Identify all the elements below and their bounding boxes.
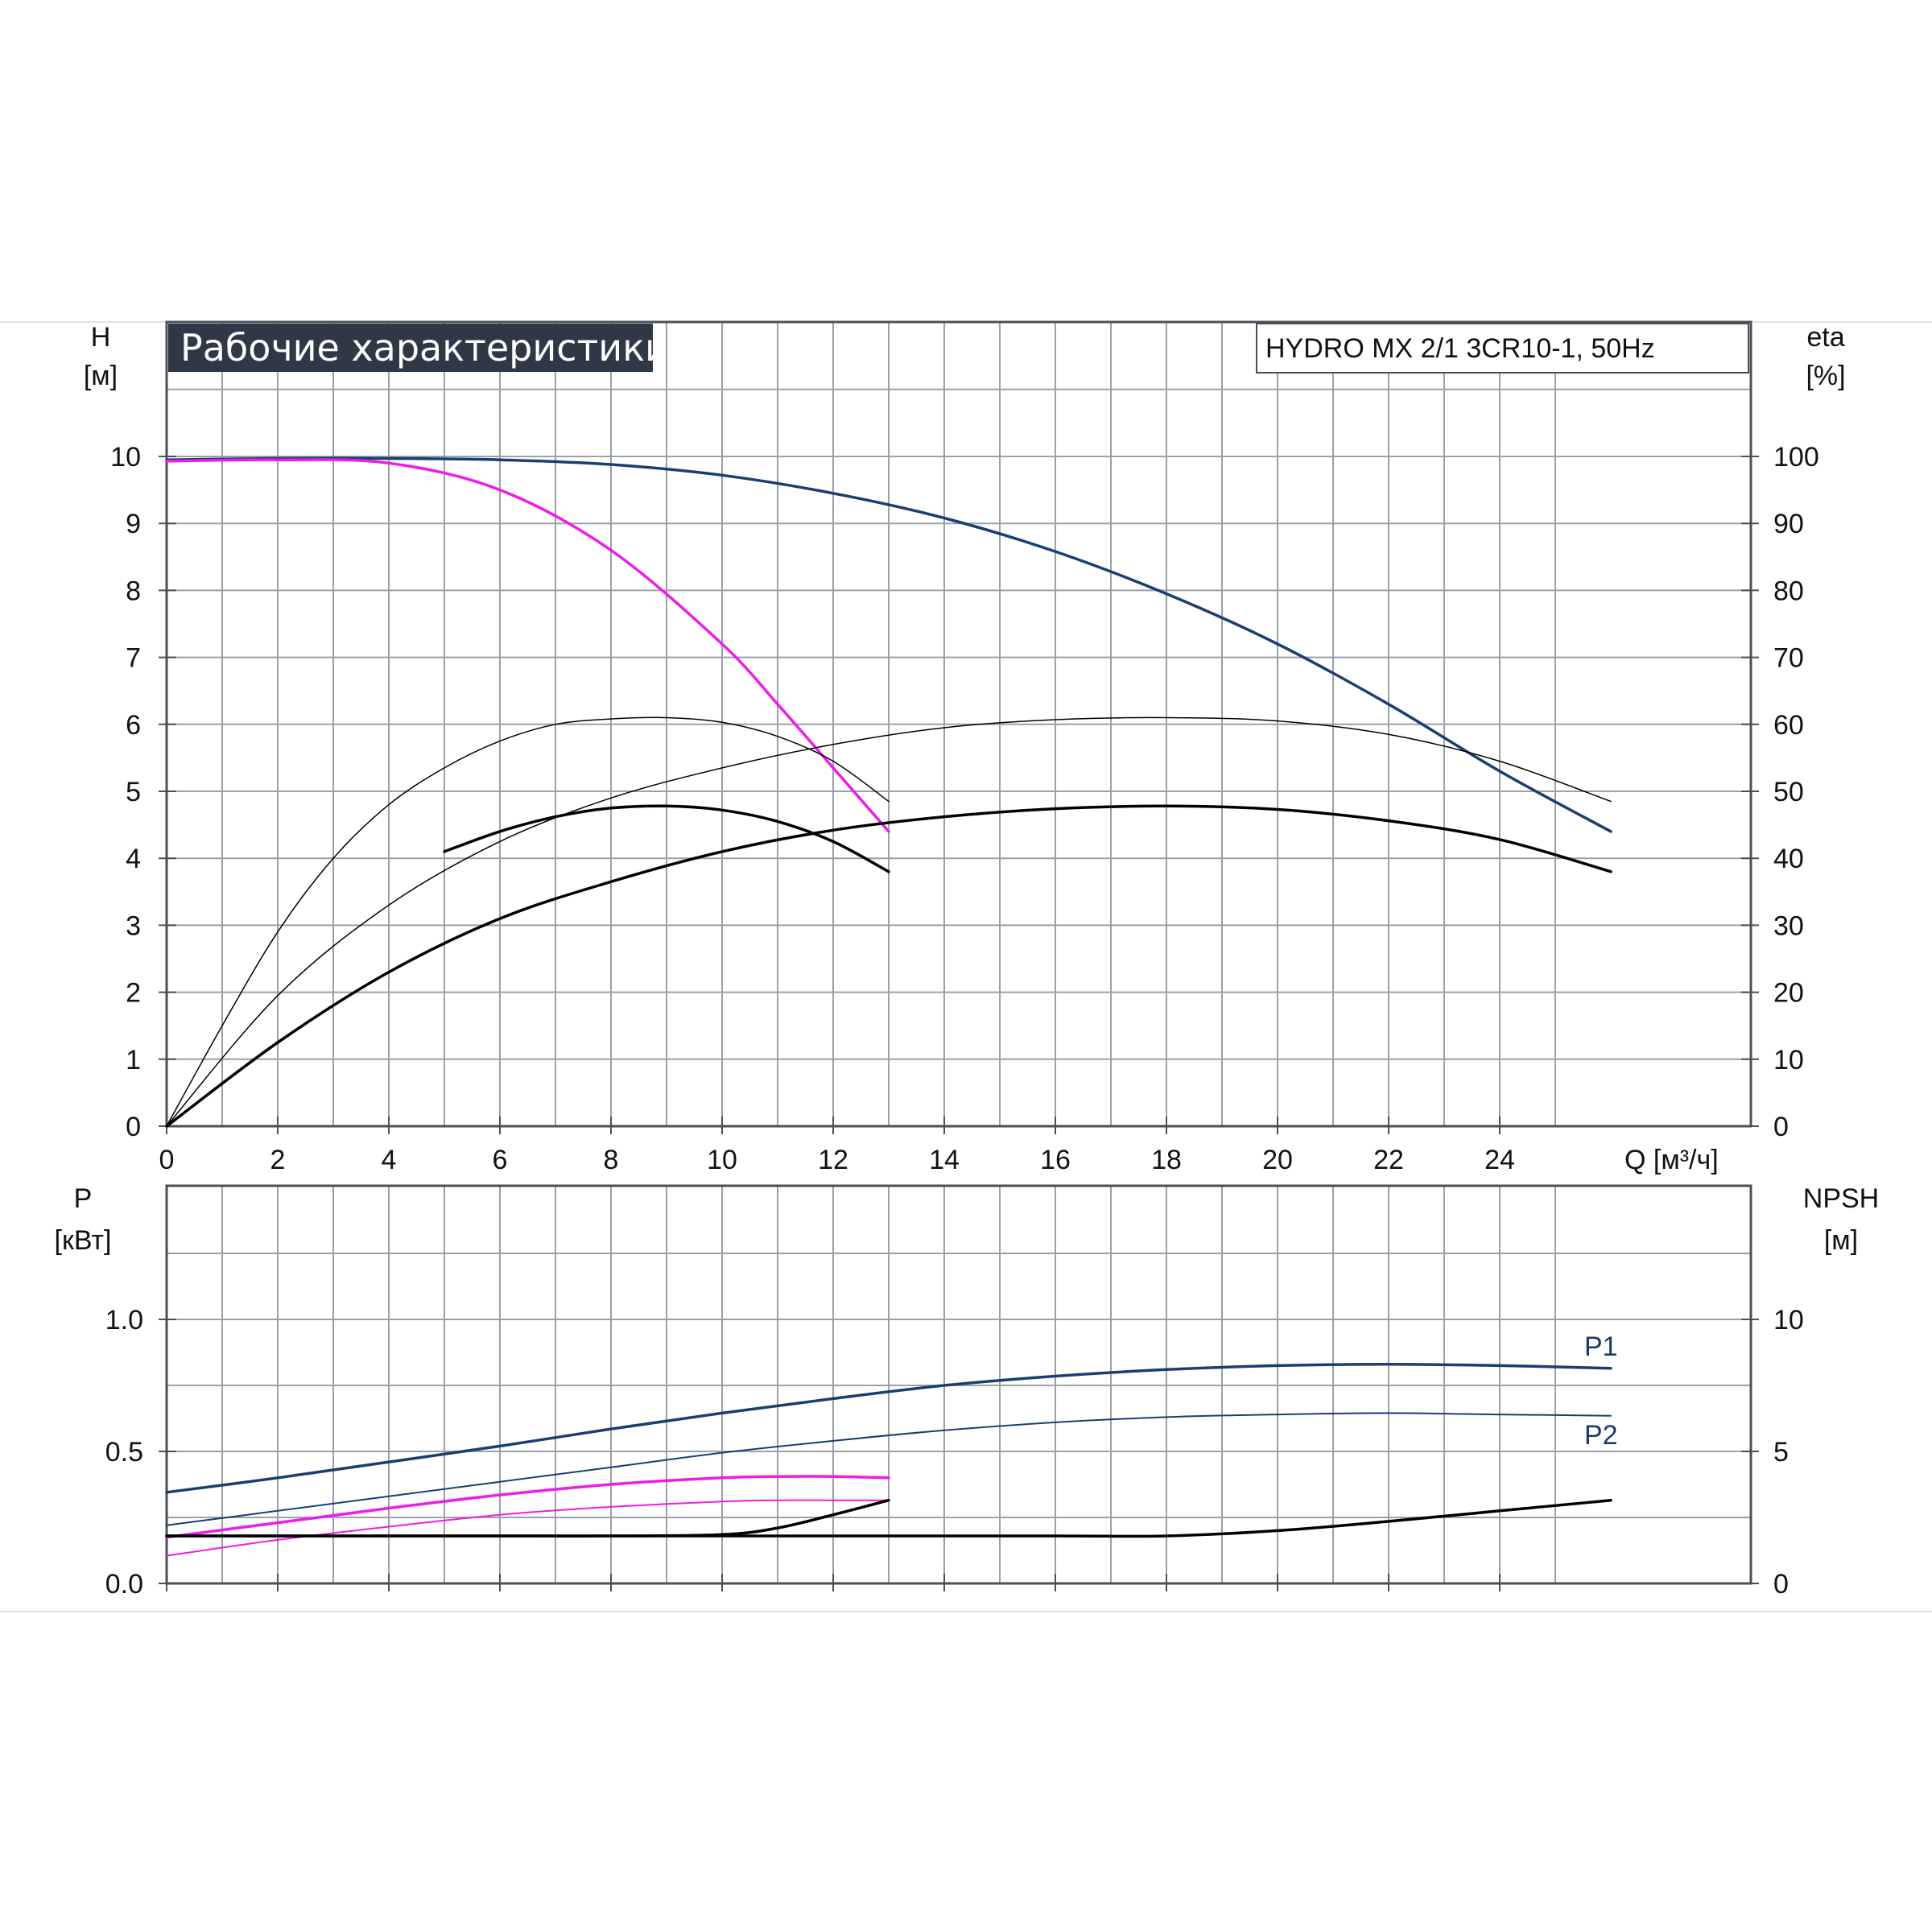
y-axis-unit: [м] (84, 361, 118, 391)
x-axis-label: Q [м³/ч] (1624, 1145, 1719, 1175)
y-tick-label: 7 (126, 643, 141, 674)
x-tick-label: 14 (929, 1145, 960, 1175)
y2-axis-label: eta (1806, 322, 1844, 353)
p-axis-unit: [кВт] (55, 1225, 112, 1256)
x-tick-label: 8 (604, 1145, 619, 1175)
p-tick-label: 0.5 (105, 1437, 143, 1468)
y2-tick-label: 50 (1773, 777, 1804, 807)
y2-tick-label: 80 (1773, 576, 1804, 606)
x-tick-label: 6 (493, 1145, 508, 1175)
y2-tick-label: 100 (1773, 442, 1819, 473)
npsh-tick-label: 0 (1773, 1569, 1789, 1600)
y-axis-ticks: 0 1 2 3 4 5 6 7 8 9 10 (110, 442, 176, 1142)
npsh-axis-unit: [м] (1824, 1225, 1858, 1256)
series-label-p1: P1 (1584, 1331, 1618, 1362)
y2-axis-ticks: 0 10 20 30 40 50 60 70 80 90 100 (1741, 442, 1819, 1142)
y2-tick-label: 40 (1773, 844, 1804, 874)
bottom-series (165, 1363, 1612, 1557)
x-tick-label: 2 (270, 1145, 286, 1175)
y2-tick-label: 70 (1773, 643, 1804, 674)
y-tick-label: 9 (126, 509, 141, 539)
chart-title: Рабочие характеристики (180, 326, 669, 369)
bottom-grid (166, 1186, 1751, 1591)
y-tick-label: 0 (126, 1112, 141, 1142)
x-axis-ticks: 0 2 4 6 8 10 12 14 16 18 20 22 24 (159, 1117, 1515, 1175)
power-series-line-3 (165, 1475, 890, 1539)
y2-tick-label: 90 (1773, 509, 1804, 539)
npsh-axis-ticks: 0 5 10 (1741, 1305, 1804, 1600)
y-tick-label: 3 (126, 910, 141, 941)
x-tick-label: 12 (818, 1145, 848, 1175)
head-eff-series-line-5 (166, 716, 1612, 1127)
y2-tick-label: 20 (1773, 978, 1804, 1009)
title-banner (168, 324, 653, 372)
x-tick-label: 16 (1040, 1145, 1071, 1175)
y2-tick-label: 10 (1773, 1045, 1804, 1075)
p-tick-label: 0.0 (105, 1569, 143, 1600)
y-tick-label: 2 (126, 978, 141, 1009)
y-tick-label: 8 (126, 576, 141, 606)
p-tick-label: 1.0 (105, 1305, 143, 1335)
power-series-line-p1 (165, 1363, 1612, 1494)
y2-tick-label: 60 (1773, 710, 1804, 741)
x-tick-label: 10 (707, 1145, 737, 1175)
y2-axis-unit: [%] (1806, 361, 1845, 391)
y-tick-label: 4 (126, 844, 141, 874)
bottom-plot-frame (165, 1184, 1752, 1585)
head-eff-series-line-3 (166, 716, 890, 1127)
model-label: HYDRO MX 2/1 3CR10-1, 50Hz (1265, 333, 1655, 364)
top-grid (167, 322, 1751, 1126)
y-tick-label: 5 (126, 777, 141, 807)
y-tick-label: 6 (126, 710, 141, 741)
x-tick-label: 24 (1484, 1145, 1515, 1175)
power-series-line-6 (165, 1498, 1612, 1538)
power-npsh-panel: 0.0 0.5 1.0 0 5 10 P [кВт] NPSH [м] P1 P2 (55, 1183, 1880, 1600)
x-tick-label: 20 (1262, 1145, 1293, 1175)
series-label-p2: P2 (1584, 1420, 1618, 1451)
top-series (165, 456, 1612, 1128)
y-tick-label: 10 (110, 442, 141, 473)
y-axis-label: H (91, 322, 111, 353)
p-axis-ticks: 0.0 0.5 1.0 (105, 1305, 176, 1600)
head-eff-series-line-4 (443, 804, 890, 873)
head-eff-series-line-1 (165, 456, 1612, 833)
head-eff-series-line-2 (165, 458, 890, 833)
x-tick-label: 4 (382, 1145, 397, 1175)
head-eff-series-line-6 (165, 804, 1612, 1128)
power-series-line-p2 (166, 1412, 1612, 1526)
x-tick-label: 18 (1151, 1145, 1182, 1175)
y2-tick-label: 0 (1773, 1112, 1789, 1142)
npsh-axis-label: NPSH (1803, 1183, 1879, 1214)
x-tick-label: 22 (1373, 1145, 1404, 1175)
model-box (1256, 323, 1749, 374)
npsh-tick-label: 10 (1773, 1305, 1804, 1335)
y2-tick-label: 30 (1773, 910, 1804, 941)
npsh-tick-label: 5 (1773, 1437, 1789, 1468)
p-axis-label: P (74, 1183, 93, 1214)
y-tick-label: 1 (126, 1045, 141, 1075)
x-tick-label: 0 (159, 1145, 175, 1175)
